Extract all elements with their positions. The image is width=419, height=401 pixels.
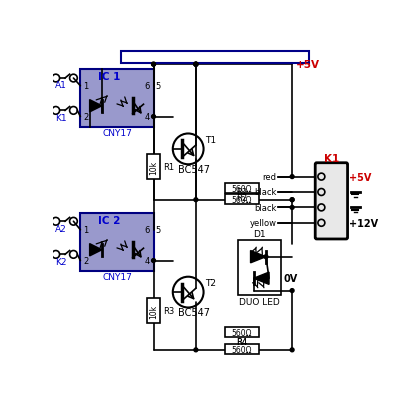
Text: A1: A1 [55,81,67,90]
Text: www.ExtremeCircuits.net: www.ExtremeCircuits.net [136,53,295,63]
Text: black: black [254,203,277,213]
Text: 5: 5 [155,82,160,91]
Text: 2: 2 [83,113,89,122]
Text: D1: D1 [253,229,266,239]
Circle shape [152,259,155,263]
Text: R4: R4 [236,337,248,346]
Circle shape [194,63,198,67]
Circle shape [290,175,294,179]
Text: 560Ω: 560Ω [232,346,252,354]
Text: 5: 5 [155,226,160,235]
Text: +5V: +5V [349,172,372,182]
Text: K1: K1 [324,154,339,164]
Text: IC 2: IC 2 [98,216,121,226]
Text: K2: K2 [55,257,67,266]
Bar [80,213,153,271]
Text: 6: 6 [144,226,150,235]
Text: R1: R1 [163,163,174,172]
Circle shape [194,63,198,67]
Text: 4: 4 [145,256,150,265]
Text: 2: 2 [83,256,89,265]
Bar [80,70,153,127]
Text: BC547: BC547 [178,164,210,174]
Bar [225,327,259,337]
Text: 560Ω: 560Ω [232,184,252,193]
Text: CNY17: CNY17 [102,273,132,282]
Polygon shape [90,244,102,256]
Circle shape [290,198,294,202]
Text: A2: A2 [55,224,67,233]
Text: 10k: 10k [149,160,158,174]
Circle shape [194,348,198,352]
Text: IC 1: IC 1 [98,72,121,82]
Circle shape [152,63,155,67]
Text: 6: 6 [144,82,150,91]
Text: 1: 1 [83,82,89,91]
Circle shape [290,198,294,202]
Bar [121,52,309,64]
Text: yellow: yellow [250,219,277,228]
Circle shape [264,255,268,259]
Polygon shape [253,272,269,285]
Bar [147,155,160,180]
Circle shape [152,63,155,67]
Bar [225,344,259,354]
Text: BC547: BC547 [178,307,210,317]
Circle shape [194,63,198,67]
Text: R2: R2 [236,187,248,196]
Circle shape [194,63,198,67]
Text: CNY17: CNY17 [102,129,132,138]
Text: 1: 1 [83,226,89,235]
Circle shape [290,289,294,293]
Text: +5V: +5V [296,60,320,70]
Text: red: red [263,173,277,182]
Text: 560Ω: 560Ω [232,196,252,205]
Text: 560Ω: 560Ω [232,328,252,337]
FancyBboxPatch shape [315,163,348,239]
Polygon shape [251,251,266,263]
Text: K1: K1 [55,113,67,122]
Text: +12V: +12V [349,218,378,228]
Circle shape [194,198,198,202]
Circle shape [290,348,294,352]
Text: black: black [254,188,277,197]
Bar [238,240,281,296]
Text: T2: T2 [205,279,216,288]
Text: R2: R2 [236,193,248,203]
Circle shape [152,115,155,119]
Circle shape [290,206,294,210]
Bar [147,298,160,323]
Text: R4: R4 [236,337,248,346]
Text: 10k: 10k [149,304,158,318]
Bar [225,195,259,205]
Text: R3: R3 [163,306,174,315]
Polygon shape [90,100,102,113]
Text: 4: 4 [145,113,150,122]
Text: T1: T1 [205,136,216,145]
Bar [225,183,259,193]
Text: DUO LED: DUO LED [239,297,280,306]
Text: 0V: 0V [284,273,298,284]
